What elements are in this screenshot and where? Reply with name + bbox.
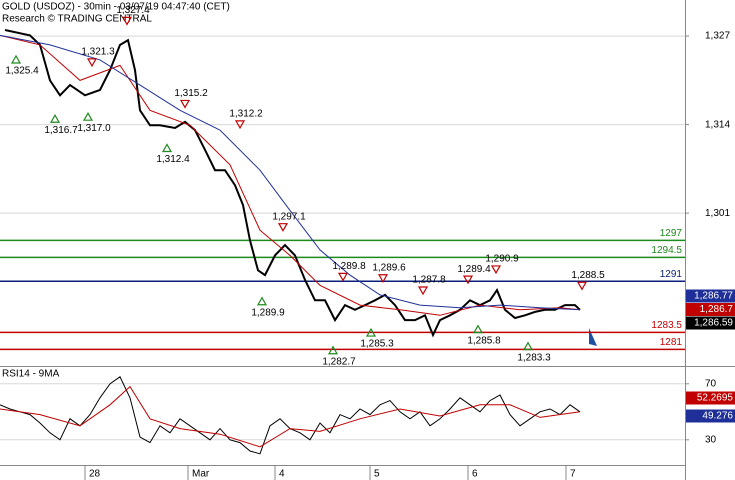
- annotation-label: 1,316.7: [44, 125, 78, 136]
- annotation-label: 1,287.8: [412, 275, 446, 286]
- annotation-label: 1,327.4: [116, 5, 150, 16]
- trough-marker: [472, 324, 484, 334]
- x-tick-label: 6: [472, 469, 478, 480]
- last-value-label: 1,286.77: [694, 291, 733, 302]
- annotation-label: 1,297.1: [272, 211, 306, 222]
- trough-marker: [365, 327, 377, 337]
- annotation-label: 1,321.3: [81, 47, 115, 58]
- peak-marker: [337, 272, 349, 282]
- series-line: [0, 34, 581, 316]
- level-label: 1297: [660, 228, 683, 239]
- last-value-box: [686, 289, 735, 303]
- annotation-label: 1,325.4: [5, 66, 39, 77]
- last-value-label: 1,286.7: [700, 304, 734, 315]
- annotation-label: 1,289.8: [332, 261, 366, 272]
- annotation-label: 1,317.0: [77, 123, 111, 134]
- chart-subtitle: Research © TRADING CENTRAL: [2, 14, 152, 25]
- annotation-label: 1,289.4: [457, 264, 491, 275]
- trough-marker: [49, 114, 61, 123]
- annotation-label: 1,285.3: [360, 339, 394, 350]
- trough-marker: [161, 143, 173, 153]
- y-tick-label: 1,327: [705, 31, 730, 42]
- peak-marker: [234, 120, 246, 130]
- last-value-label: 49.276: [702, 411, 733, 422]
- level-label: 1291: [660, 269, 683, 280]
- last-value-box: [686, 303, 735, 316]
- peak-marker: [86, 58, 98, 68]
- trough-marker: [327, 345, 339, 355]
- series-line: [4, 29, 581, 338]
- x-tick-label: 7: [570, 469, 576, 480]
- peak-marker: [490, 265, 502, 275]
- annotation-label: 1,285.8: [467, 335, 501, 346]
- trough-marker: [10, 54, 22, 64]
- trough-marker: [522, 341, 534, 351]
- annotation-label: 1,288.5: [571, 270, 605, 281]
- y-tick-label: 30: [705, 434, 717, 445]
- annotation-label: 1,289.9: [251, 307, 285, 318]
- y-tick-label: 70: [705, 378, 717, 389]
- annotation-label: 1,289.6: [372, 262, 406, 273]
- trough-marker: [256, 296, 268, 306]
- level-label: 1281: [660, 337, 683, 348]
- annotation-label: 1,290.9: [485, 254, 519, 265]
- x-tick-label: Mar: [192, 469, 210, 480]
- annotation-label: 1,312.4: [156, 154, 190, 165]
- annotation-label: 1,315.2: [174, 88, 208, 99]
- level-label: 1283.5: [651, 320, 682, 331]
- series-line: [0, 34, 581, 311]
- annotation-label: 1,283.3: [517, 352, 551, 363]
- annotation-label: 1,282.7: [322, 356, 356, 367]
- x-tick-label: 5: [374, 469, 380, 480]
- last-value-box: [686, 316, 735, 330]
- series-line: [0, 385, 581, 448]
- peak-marker: [576, 281, 588, 291]
- level-label: 1294.5: [651, 245, 682, 256]
- annotation-label: 1,312.2: [229, 109, 263, 120]
- x-tick-label: 28: [89, 469, 101, 480]
- y-tick-label: 1,314: [705, 119, 730, 130]
- last-value-label: 52.2695: [697, 393, 734, 404]
- chart-title: GOLD (USDOZ) - 30min - 03/07/19 04:47:40…: [2, 2, 230, 13]
- peak-marker: [462, 275, 474, 285]
- peak-marker: [121, 16, 133, 26]
- last-value-box: [686, 391, 735, 405]
- x-tick-label: 4: [279, 469, 285, 480]
- peak-marker: [377, 274, 389, 283]
- peak-marker: [417, 286, 429, 296]
- peak-marker: [277, 223, 289, 232]
- last-value-label: 1,286.59: [694, 318, 733, 329]
- indicator-title: RSI14 - 9MA: [2, 369, 60, 380]
- last-value-box: [686, 409, 735, 423]
- y-tick-label: 1,301: [705, 208, 730, 219]
- trough-marker: [82, 111, 94, 121]
- peak-marker: [179, 99, 191, 109]
